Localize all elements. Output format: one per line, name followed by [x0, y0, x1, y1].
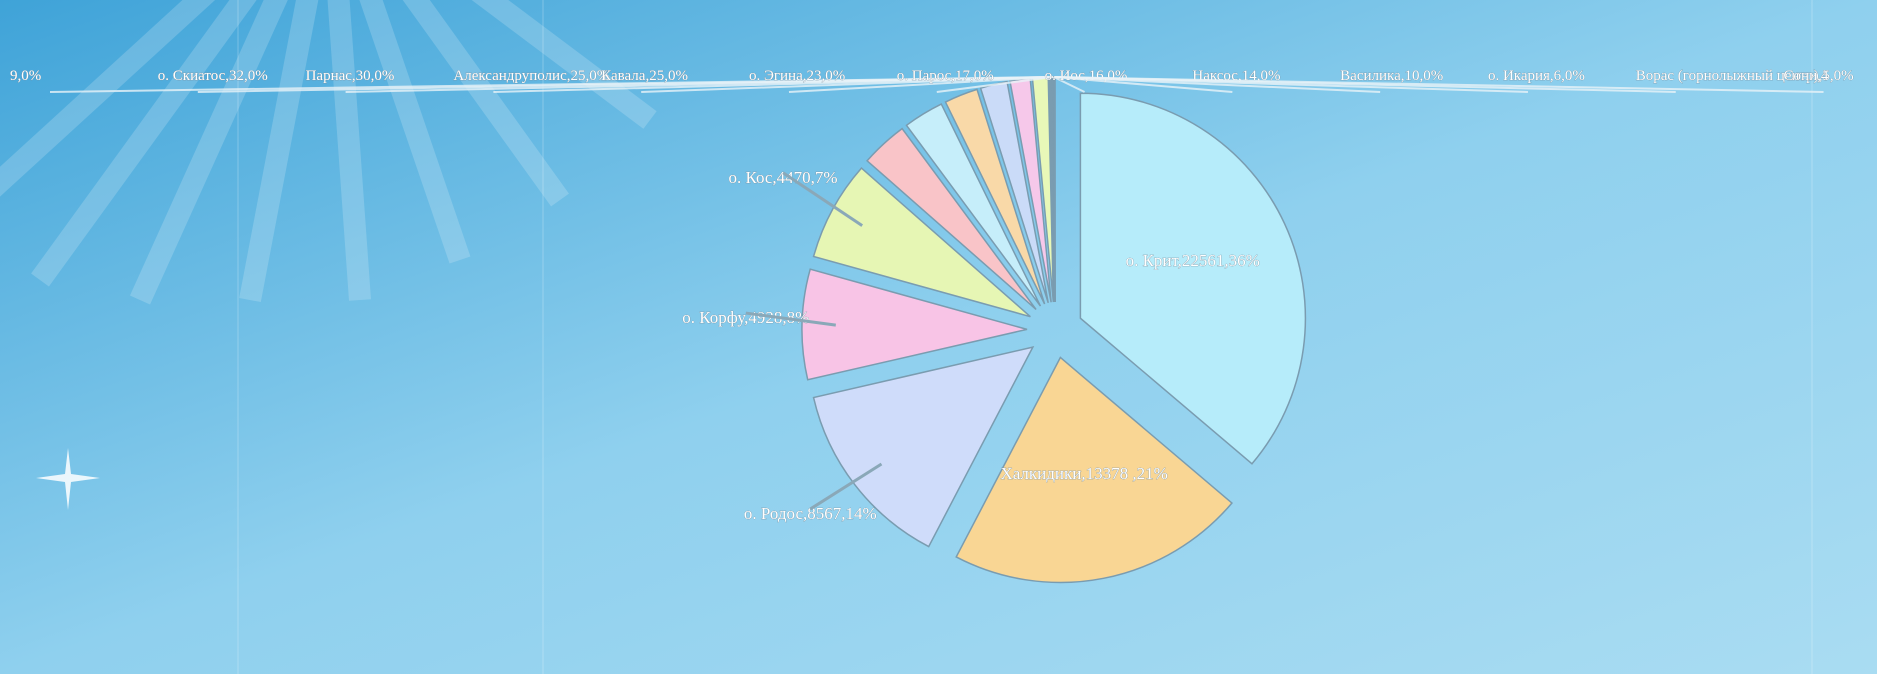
slice-label: о. Кос,4470,7% — [728, 168, 837, 187]
slice-label: о. Эгина,23,0% — [749, 68, 845, 84]
slice-label: о. Скиатос,32,0% — [158, 68, 268, 84]
slice-label: о. Парос,17,0% — [897, 68, 994, 84]
slice-label: о. Крит,22561,36% — [1126, 251, 1260, 270]
slice-label: Кавала,25,0% — [601, 68, 688, 84]
slice-label: Александруполис,25,0% — [453, 68, 609, 84]
slice-label: Парнас,30,0% — [306, 68, 395, 84]
slice-label: о. Родос,8567,14% — [744, 504, 877, 523]
slice-label: 9,0% — [10, 68, 41, 84]
slice-label: о. Икария,6,0% — [1488, 68, 1585, 84]
slice-label: Халкидики,13378 ,21% — [1000, 464, 1167, 483]
slice-label: Сони,4 — [1784, 68, 1829, 84]
slice-label: Василика,10,0% — [1340, 68, 1443, 84]
